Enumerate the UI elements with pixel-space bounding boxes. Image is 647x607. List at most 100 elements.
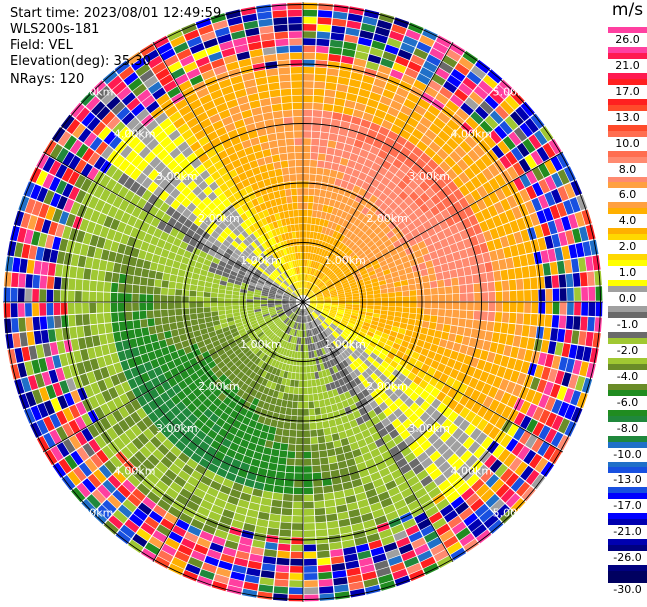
- ppi-gate: [191, 273, 200, 280]
- ppi-gate: [10, 303, 18, 318]
- ppi-gate: [19, 332, 28, 347]
- ppi-gate: [136, 336, 145, 347]
- ppi-gate: [391, 24, 407, 35]
- ppi-gate: [405, 29, 421, 41]
- ppi-gate: [246, 296, 254, 300]
- ppi-gate: [500, 236, 510, 248]
- ppi-gate: [317, 203, 324, 212]
- ppi-gate: [303, 466, 312, 473]
- ppi-gate: [269, 140, 278, 149]
- ppi-gate: [323, 103, 334, 112]
- ppi-gate: [364, 403, 373, 413]
- ppi-gate: [347, 322, 355, 328]
- ppi-gate: [336, 504, 348, 513]
- ppi-gate: [347, 335, 355, 342]
- ppi-gate: [325, 269, 332, 276]
- ppi-gate: [312, 210, 318, 218]
- ppi-gate: [312, 472, 322, 480]
- ppi-gate: [356, 263, 365, 270]
- ppi-gate: [371, 337, 379, 345]
- ppi-gate: [416, 339, 425, 348]
- ppi-gate: [306, 281, 310, 289]
- ppi-gate: [343, 284, 350, 289]
- ppi-gate: [486, 440, 499, 454]
- ppi-gate: [232, 305, 240, 310]
- ppi-gate: [374, 330, 383, 337]
- ppi-gate: [325, 328, 332, 335]
- ppi-gate: [520, 361, 531, 374]
- ppi-gate: [46, 276, 55, 289]
- ppi-gate: [328, 335, 335, 342]
- ppi-gate: [528, 265, 537, 278]
- ppi-gate: [360, 81, 373, 92]
- ppi-gate: [148, 270, 157, 279]
- ppi-gate: [294, 473, 303, 480]
- ppi-gate: [531, 289, 539, 301]
- ppi-gate: [328, 419, 337, 428]
- ppi-gate: [312, 312, 318, 318]
- ppi-gate: [182, 289, 190, 296]
- ppi-gate: [468, 441, 481, 454]
- ppi-gate: [374, 208, 384, 217]
- ppi-gate: [345, 222, 353, 230]
- ppi-gate: [465, 493, 480, 507]
- ppi-gate: [480, 488, 495, 503]
- ppi-gate: [83, 325, 92, 337]
- ppi-gate: [466, 310, 474, 320]
- ppi-gate: [314, 319, 320, 326]
- ppi-gate: [519, 122, 533, 138]
- ppi-gate: [406, 169, 417, 180]
- ppi-gate: [514, 267, 523, 279]
- ppi-gate: [427, 366, 437, 377]
- ppi-gate: [17, 288, 25, 302]
- ppi-gate: [282, 102, 293, 111]
- ppi-gate: [294, 380, 299, 387]
- ppi-gate: [409, 290, 417, 296]
- ppi-gate: [345, 428, 354, 438]
- ppi-gate: [417, 240, 427, 250]
- ppi-gate: [286, 400, 293, 408]
- ppi-gate: [203, 292, 211, 298]
- ppi-gate: [316, 45, 329, 54]
- ppi-gate: [133, 319, 141, 329]
- ppi-gate: [317, 302, 324, 305]
- ppi-gate: [541, 366, 551, 381]
- ppi-gate: [487, 311, 495, 322]
- ppi-gate: [528, 134, 542, 150]
- ppi-gate: [408, 152, 419, 163]
- ppi-gate: [367, 302, 374, 306]
- range-label: 1.00km: [324, 254, 366, 267]
- ppi-gate: [310, 260, 314, 268]
- ppi-gate: [117, 302, 125, 312]
- ppi-gate: [572, 272, 581, 287]
- ppi-gate: [374, 156, 385, 166]
- ppi-gate: [259, 431, 268, 440]
- ppi-gate: [361, 224, 370, 233]
- ppi-gate: [342, 281, 349, 287]
- ppi-gate: [297, 351, 301, 359]
- ppi-gate: [388, 211, 398, 221]
- ppi-gate: [374, 217, 384, 226]
- ppi-gate: [336, 424, 345, 433]
- ppi-gate: [383, 328, 391, 335]
- ppi-gate: [447, 261, 456, 271]
- ppi-gate: [353, 368, 362, 377]
- ppi-gate: [264, 417, 272, 426]
- ppi-gate: [225, 306, 232, 311]
- ppi-gate: [436, 190, 447, 201]
- ppi-gate: [435, 323, 444, 331]
- ppi-gate: [439, 431, 452, 443]
- ppi-gate: [139, 302, 147, 311]
- ppi-gate: [327, 412, 335, 421]
- ppi-gate: [352, 304, 360, 308]
- ppi-gate: [404, 387, 414, 397]
- ppi-gate: [433, 135, 446, 148]
- ppi-gate: [160, 249, 170, 258]
- ppi-gate: [304, 558, 317, 566]
- ppi-gate: [444, 510, 458, 523]
- ppi-gate: [32, 289, 39, 302]
- ppi-gate: [272, 110, 283, 119]
- ppi-gate: [376, 19, 393, 30]
- ppi-gate: [445, 309, 453, 317]
- ppi-gate: [279, 74, 291, 82]
